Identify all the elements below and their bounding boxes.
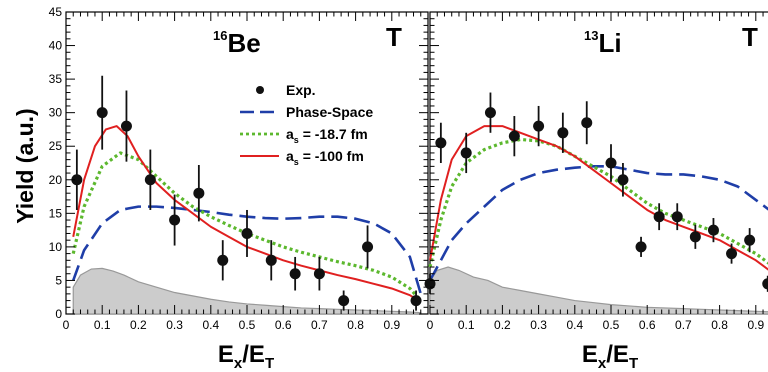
data-point <box>169 214 181 226</box>
y-axis-label: Yield (a.u.) <box>12 108 38 223</box>
y-tick-label: 15 <box>49 206 63 220</box>
data-point <box>289 268 301 280</box>
data-point <box>241 227 253 239</box>
background-area <box>429 266 768 315</box>
x-tick-label: 0.4 <box>202 318 219 332</box>
nucleus-label: 16Be <box>213 28 261 58</box>
data-point <box>120 120 132 132</box>
x-tick-labels: 0 0.1 0.2 0.3 0.4 0.5 0.6 0.7 0.8 0.9 <box>427 318 765 332</box>
legend-label-as-18-7: as = -18.7 fm <box>286 126 368 145</box>
x-tick-label: 0.1 <box>94 318 111 332</box>
y-tick-label: 25 <box>49 139 63 153</box>
data-point <box>96 107 108 119</box>
data-point <box>410 295 422 307</box>
x-tick-label: 0.5 <box>239 318 256 332</box>
data-point <box>460 147 472 159</box>
nucleus-mass: 16 <box>213 28 227 43</box>
data-point <box>605 157 617 169</box>
data-point <box>265 254 277 266</box>
data-point <box>726 248 738 260</box>
y-tick-label: 35 <box>49 72 63 86</box>
x-tick-label: 0.9 <box>383 318 400 332</box>
legend-label-as-100: as = -100 fm <box>286 148 364 167</box>
x-tick-label: 0.3 <box>166 318 183 332</box>
data-point <box>653 211 665 223</box>
panel-li13: 0 0.1 0.2 0.3 0.4 0.5 0.6 0.7 0.8 0.9 13Li T Ex/E… <box>424 11 768 372</box>
data-point <box>617 174 629 186</box>
legend: Exp. Phase-Space as = -18.7 fm as = -100… <box>240 82 373 167</box>
panel-label: T <box>742 22 758 52</box>
x-tick-label: 0 <box>427 318 434 332</box>
background-fill <box>72 267 422 315</box>
curve-as-18-7 <box>428 137 768 268</box>
data-point <box>689 231 701 243</box>
x-tick-label: 0.6 <box>639 318 656 332</box>
background-fill <box>429 266 768 315</box>
background-area <box>72 267 422 315</box>
y-tick-label: 5 <box>55 273 62 287</box>
data-point <box>313 268 325 280</box>
nucleus-symbol: Li <box>598 28 621 58</box>
x-tick-label: 0.3 <box>530 318 547 332</box>
x-tick-label: 0.8 <box>347 318 364 332</box>
data-point <box>557 127 569 139</box>
legend-label-phase-space: Phase-Space <box>286 104 373 120</box>
y-tick-label: 40 <box>49 39 63 53</box>
curve-phase-space <box>428 165 768 282</box>
data-point <box>217 254 229 266</box>
data-point <box>533 120 545 132</box>
data-points <box>71 75 422 311</box>
x-tick-labels: 0 0.1 0.2 0.3 0.4 0.5 0.6 0.7 0.8 0.9 <box>63 318 401 332</box>
x-tick-label: 0.9 <box>747 318 764 332</box>
legend-marker-exp <box>256 86 264 94</box>
x-axis-label: Ex/ET <box>582 341 638 372</box>
x-tick-label: 0.6 <box>275 318 292 332</box>
data-point <box>435 137 447 149</box>
data-point <box>424 278 436 290</box>
data-point <box>508 130 520 142</box>
x-tick-label: 0.8 <box>711 318 728 332</box>
data-point <box>581 117 593 129</box>
axis-ticks <box>65 11 429 315</box>
data-point <box>762 278 768 290</box>
y-tick-label: 45 <box>49 5 63 19</box>
curves <box>428 125 768 282</box>
data-point <box>707 224 719 236</box>
y-tick-label: 20 <box>49 173 63 187</box>
data-point <box>635 241 647 253</box>
data-point <box>193 187 205 199</box>
data-point <box>671 211 683 223</box>
data-points <box>424 92 768 294</box>
panel-label: T <box>386 22 402 52</box>
panel-be16: 0 0.1 0.2 0.3 0.4 0.5 0.6 0.7 0.8 0.9 0 5 10 15 20 25 3… <box>49 5 429 372</box>
axis-ticks <box>429 11 764 315</box>
data-point <box>338 295 350 307</box>
x-tick-label: 0.1 <box>458 318 475 332</box>
x-tick-label: 0.2 <box>494 318 511 332</box>
data-point <box>362 241 374 253</box>
x-tick-label: 0.7 <box>675 318 692 332</box>
y-tick-label: 0 <box>55 307 62 321</box>
curve-as-100 <box>72 125 422 303</box>
nucleus-label: 13Li <box>584 28 622 58</box>
nucleus-mass: 13 <box>584 28 598 43</box>
y-tick-labels: 0 5 10 15 20 25 30 35 40 45 <box>49 5 63 321</box>
x-tick-label: 0.4 <box>566 318 583 332</box>
data-point <box>71 174 83 186</box>
x-tick-label: 0.2 <box>130 318 147 332</box>
x-tick-label: 0 <box>63 318 70 332</box>
data-point <box>744 234 756 246</box>
data-point <box>144 174 156 186</box>
legend-label-exp: Exp. <box>286 82 316 98</box>
x-tick-label: 0.5 <box>603 318 620 332</box>
x-tick-label: 0.7 <box>311 318 328 332</box>
y-tick-label: 30 <box>49 106 63 120</box>
nucleus-symbol: Be <box>227 28 260 58</box>
data-point <box>484 107 496 119</box>
y-tick-label: 10 <box>49 240 63 254</box>
x-axis-label: Ex/ET <box>218 341 274 372</box>
curve-as-100 <box>429 125 768 271</box>
